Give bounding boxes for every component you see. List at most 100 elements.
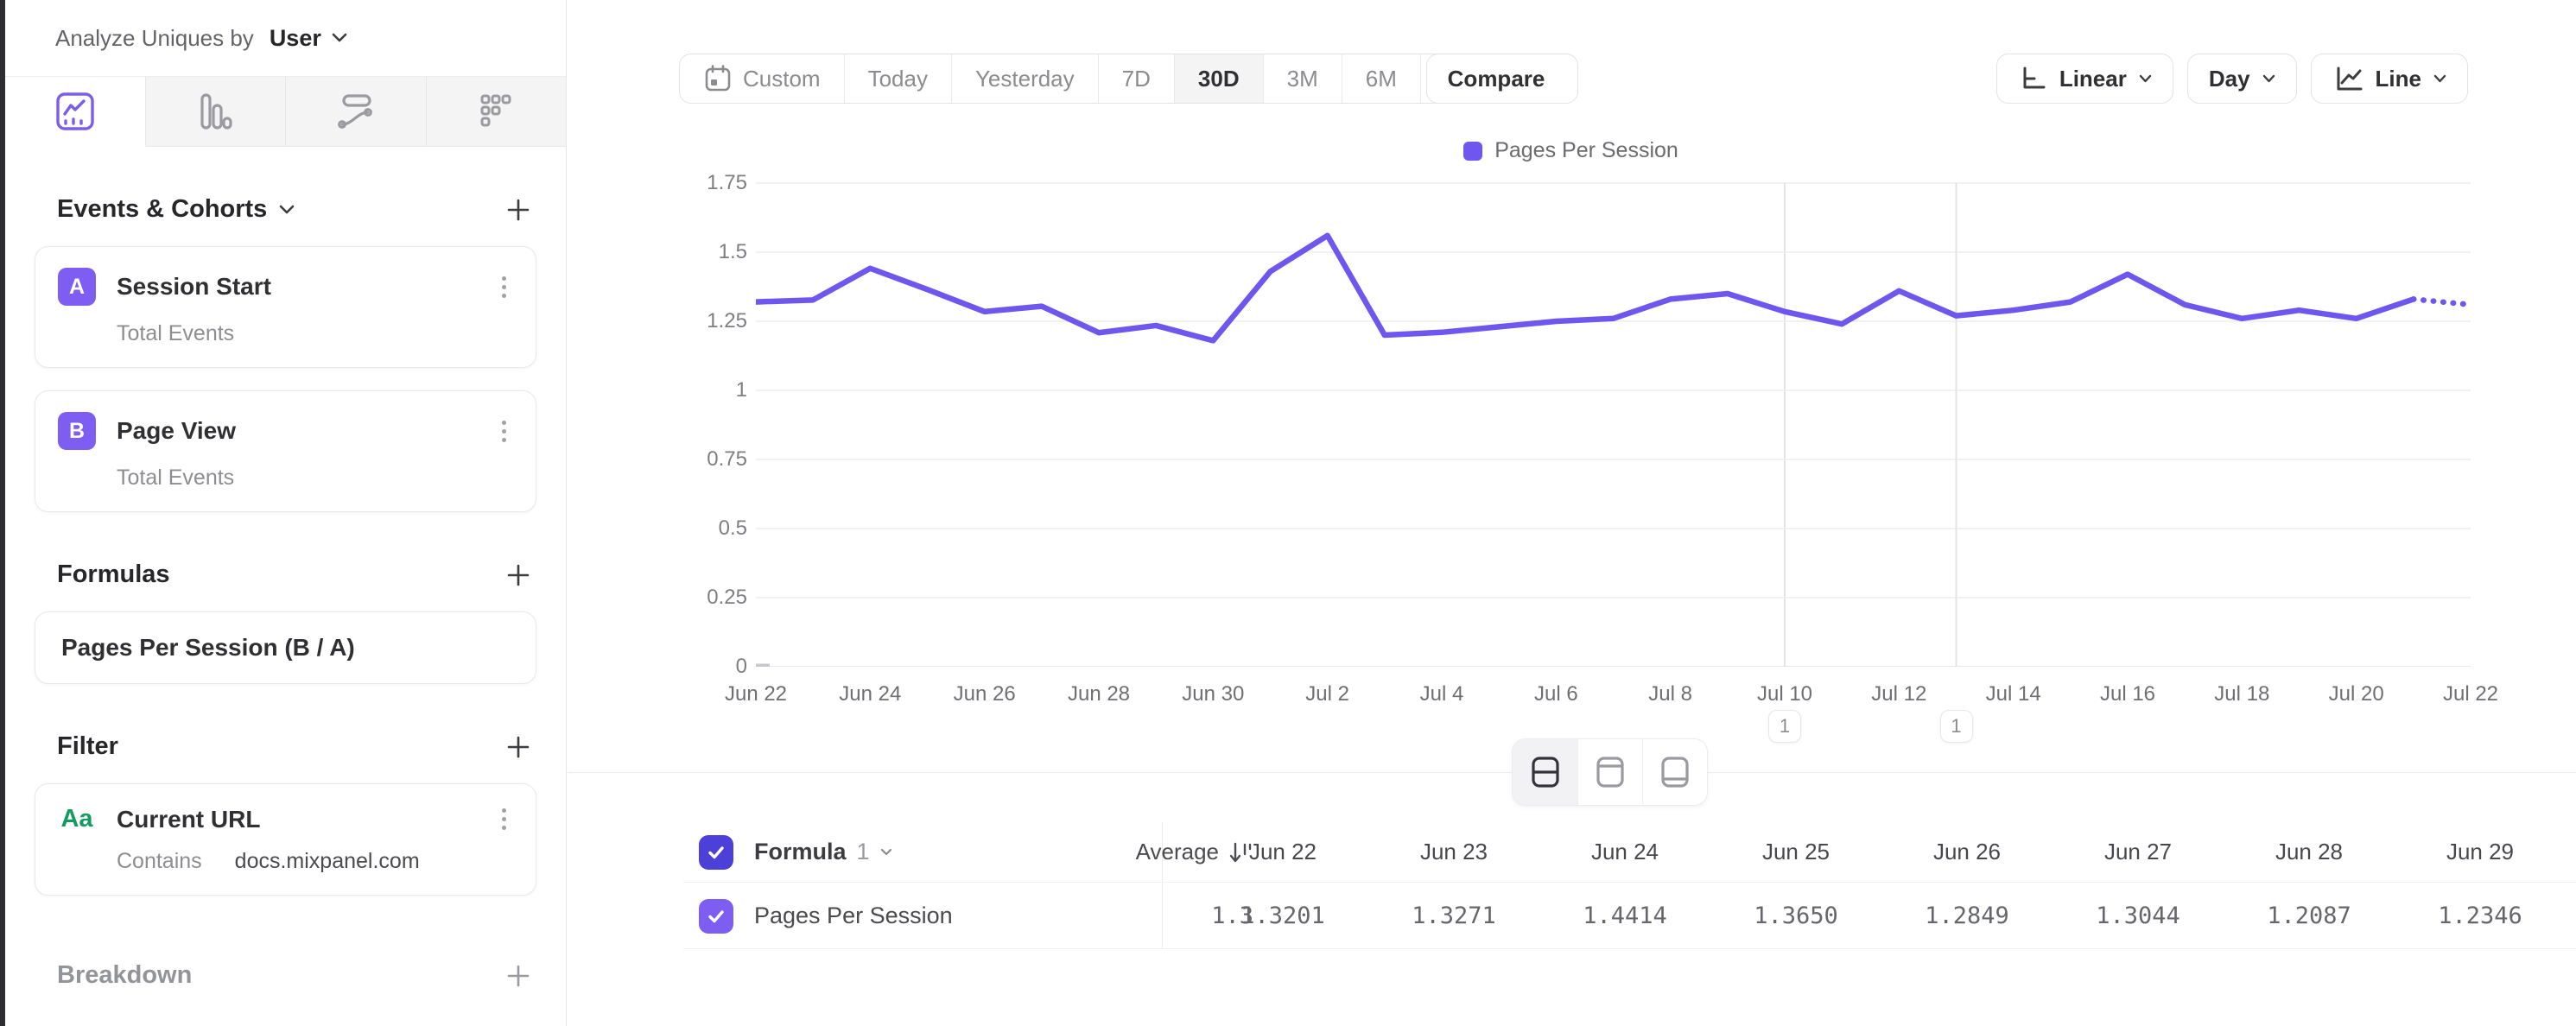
filter-property-name[interactable]: Current URL: [117, 805, 261, 833]
event-measure[interactable]: Total Events: [117, 466, 235, 490]
query-builder-sidebar: Analyze Uniques by User: [5, 0, 567, 1026]
event-card-page-view[interactable]: B Page View Total Events: [35, 390, 536, 512]
table-value-cell: 1.2087: [2267, 902, 2351, 929]
x-axis-label: Jul 14: [1985, 682, 2041, 706]
select-all-checkbox[interactable]: [699, 834, 733, 870]
report-main-panel: CustomTodayYesterday7D30D3M6M12M Compare…: [568, 0, 2576, 1026]
formulas-title: Formulas: [57, 560, 170, 588]
average-value: 1.3: [1211, 902, 1253, 929]
table-header-row: Formula 1 Average Jun 22 Jun 23 Jun 24 Jun …: [683, 822, 2576, 883]
event-name[interactable]: Session Start: [117, 273, 271, 300]
table-value-cell: 1.2849: [1925, 902, 2009, 929]
add-formula-button[interactable]: [505, 562, 531, 588]
table-date-header[interactable]: Jun 23: [1419, 839, 1488, 864]
report-type-tabs: [5, 76, 566, 147]
tab-funnels-bars[interactable]: [145, 77, 286, 147]
tab-retention[interactable]: [426, 77, 566, 147]
annotation-marker[interactable]: 1: [1768, 710, 1801, 743]
series-checkbox[interactable]: [699, 898, 733, 934]
annotation-marker[interactable]: 1: [1939, 710, 1973, 743]
add-breakdown-button[interactable]: [505, 963, 531, 989]
kebab-menu-icon[interactable]: [495, 273, 513, 301]
sort-icon: [1229, 842, 1252, 862]
insights-line-chart-icon: [55, 92, 95, 131]
table-value-cell: 1.3201: [1240, 902, 1325, 929]
layout-split-button[interactable]: [1513, 739, 1577, 805]
table-date-header[interactable]: Jun 24: [1590, 839, 1659, 864]
chevron-down-icon[interactable]: [279, 205, 295, 215]
x-axis-label: Jul 8: [1648, 682, 1693, 706]
tab-flows[interactable]: [286, 77, 427, 147]
table-value-cell: 1.3271: [1412, 902, 1496, 929]
range-option-30d[interactable]: 30D: [1173, 54, 1263, 103]
event-badge-a: A: [58, 268, 96, 306]
line-chart-icon: [2337, 66, 2363, 91]
formula-card[interactable]: Pages Per Session (B / A): [35, 611, 536, 684]
range-option-custom[interactable]: Custom: [680, 54, 844, 103]
layout-chart-only-button[interactable]: [1577, 739, 1642, 805]
range-option-yesterday[interactable]: Yesterday: [950, 54, 1098, 103]
series-line: [756, 232, 2417, 344]
date-range-selector: CustomTodayYesterday7D30D3M6M12M: [679, 54, 1513, 104]
series-name[interactable]: Pages Per Session: [754, 902, 953, 928]
compare-label: Compare: [1447, 65, 1545, 92]
scale-selector-button[interactable]: Linear: [1995, 54, 2173, 104]
formula-name: Pages Per Session (B / A): [61, 634, 355, 661]
chart-type-label: Line: [2375, 65, 2421, 92]
range-option-3m[interactable]: 3M: [1262, 54, 1342, 103]
y-axis-label: 0: [735, 655, 747, 678]
filter-value[interactable]: docs.mixpanel.com: [234, 849, 420, 873]
event-measure[interactable]: Total Events: [117, 321, 235, 345]
y-axis-label: 0.5: [718, 516, 747, 540]
calendar-icon: [705, 65, 731, 92]
average-column-header[interactable]: Average: [930, 822, 1253, 882]
x-axis-label: Jun 28: [1067, 682, 1131, 706]
chevron-down-icon: [332, 33, 347, 43]
table-date-header[interactable]: Jun 25: [1761, 839, 1830, 864]
event-name[interactable]: Page View: [117, 417, 237, 444]
string-property-icon: Aa: [60, 805, 93, 833]
breakdown-section-header: Breakdown: [35, 961, 536, 990]
check-icon: [708, 909, 724, 922]
x-axis-label: Jun 30: [1182, 682, 1245, 706]
table-date-header[interactable]: Jun 27: [2103, 839, 2173, 864]
tab-insights[interactable]: [5, 77, 146, 147]
legend-item[interactable]: Pages Per Session: [1463, 138, 1678, 163]
chart-legend: Pages Per Session: [671, 138, 2471, 163]
retention-grid-icon: [476, 92, 516, 131]
formula-group-label[interactable]: Formula: [754, 839, 847, 864]
table-date-header[interactable]: Jun 28: [2275, 839, 2344, 864]
formulas-section-header: Formulas: [35, 560, 536, 589]
analyze-header: Analyze Uniques by User: [5, 0, 566, 76]
add-filter-button[interactable]: [505, 734, 531, 760]
x-axis-label: Jul 4: [1419, 682, 1464, 706]
granularity-selector-button[interactable]: Day: [2186, 54, 2297, 104]
x-axis-label: Jul 16: [2099, 682, 2156, 706]
x-axis-label: Jul 18: [2214, 682, 2270, 706]
chart-type-selector-button[interactable]: Line: [2310, 54, 2468, 104]
table-date-header[interactable]: Jun 29: [2446, 839, 2515, 864]
table-date-header[interactable]: Jun 26: [1932, 839, 2002, 864]
kebab-menu-icon[interactable]: [495, 805, 513, 833]
app-left-edge: [0, 0, 5, 1026]
x-axis-label: Jul 20: [2328, 682, 2384, 706]
linear-axis-icon: [2023, 66, 2046, 89]
table-date-header[interactable]: Jun 22: [1248, 839, 1317, 864]
layout-toggle-group: [1512, 738, 1708, 806]
formula-group-number: 1: [856, 839, 870, 864]
filter-card-current-url[interactable]: Aa Current URL Contains docs.mixpanel.co…: [35, 783, 536, 896]
event-card-session-start[interactable]: A Session Start Total Events: [35, 246, 536, 368]
scale-label: Linear: [2059, 65, 2127, 92]
compare-button[interactable]: Compare: [1426, 54, 1578, 104]
analyze-unit-dropdown[interactable]: User: [269, 24, 321, 51]
x-axis-label: Jul 10: [1756, 682, 1813, 706]
add-event-button[interactable]: [505, 197, 531, 223]
range-option-6m[interactable]: 6M: [1341, 54, 1420, 103]
filter-operator[interactable]: Contains: [117, 849, 202, 873]
average-label: Average: [1135, 839, 1219, 864]
range-option-7d[interactable]: 7D: [1097, 54, 1174, 103]
y-axis-label: 0.75: [707, 447, 747, 471]
layout-table-only-button[interactable]: [1642, 739, 1707, 805]
kebab-menu-icon[interactable]: [495, 417, 513, 446]
range-option-today[interactable]: Today: [843, 54, 951, 103]
